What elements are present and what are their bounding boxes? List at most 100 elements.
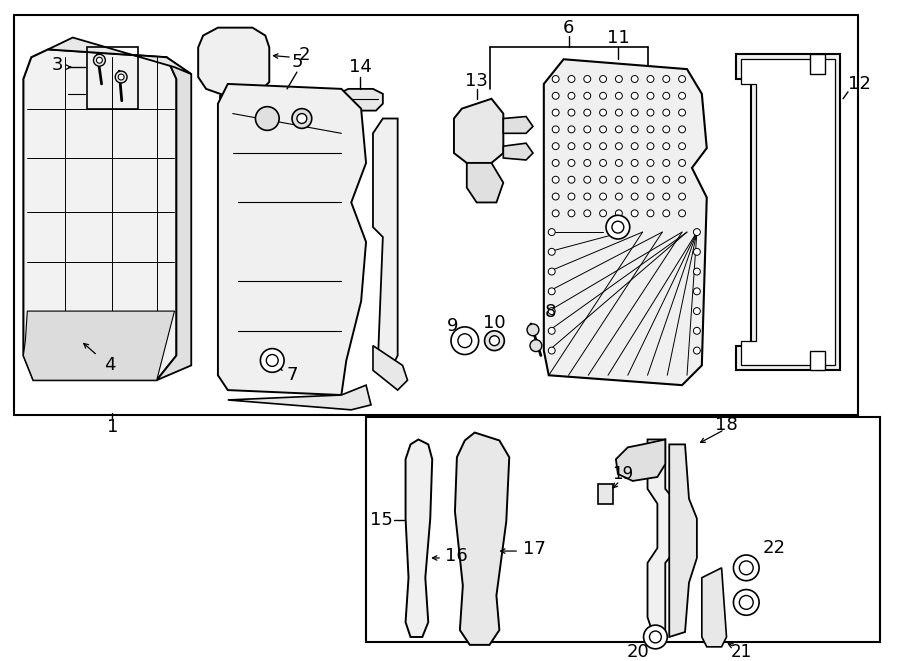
Circle shape (740, 561, 753, 575)
Circle shape (734, 555, 759, 580)
Circle shape (679, 143, 686, 149)
Circle shape (662, 176, 670, 183)
Polygon shape (736, 54, 840, 370)
Circle shape (568, 159, 575, 167)
Circle shape (490, 336, 500, 346)
Text: 7: 7 (286, 366, 298, 384)
Polygon shape (406, 440, 432, 637)
Circle shape (616, 193, 622, 200)
Circle shape (616, 126, 622, 133)
Circle shape (599, 143, 607, 149)
Circle shape (740, 596, 753, 609)
Circle shape (530, 340, 542, 352)
Circle shape (568, 126, 575, 133)
Circle shape (662, 126, 670, 133)
Circle shape (553, 126, 559, 133)
Circle shape (679, 109, 686, 116)
Circle shape (631, 176, 638, 183)
Circle shape (260, 348, 284, 372)
Circle shape (599, 109, 607, 116)
Circle shape (631, 193, 638, 200)
Circle shape (553, 210, 559, 217)
Text: 1: 1 (106, 418, 118, 436)
Text: 14: 14 (348, 58, 372, 76)
Circle shape (584, 75, 590, 83)
Circle shape (644, 625, 667, 649)
Text: 18: 18 (716, 416, 738, 434)
Polygon shape (467, 163, 503, 202)
Circle shape (266, 354, 278, 366)
Circle shape (662, 210, 670, 217)
Circle shape (599, 193, 607, 200)
Circle shape (647, 176, 654, 183)
Circle shape (599, 126, 607, 133)
Polygon shape (742, 59, 835, 366)
Circle shape (292, 108, 311, 128)
Circle shape (599, 159, 607, 167)
Text: 9: 9 (447, 317, 459, 335)
Text: 13: 13 (465, 72, 488, 90)
Circle shape (647, 210, 654, 217)
Circle shape (631, 143, 638, 149)
Text: 2: 2 (299, 46, 310, 64)
Circle shape (647, 143, 654, 149)
Polygon shape (198, 28, 269, 95)
Circle shape (548, 249, 555, 255)
Circle shape (553, 75, 559, 83)
Circle shape (679, 176, 686, 183)
Circle shape (297, 114, 307, 124)
Polygon shape (616, 440, 665, 481)
Polygon shape (23, 311, 175, 380)
Circle shape (631, 109, 638, 116)
Circle shape (734, 590, 759, 615)
Text: 16: 16 (445, 547, 467, 565)
Circle shape (647, 93, 654, 99)
Circle shape (693, 288, 700, 295)
Circle shape (553, 176, 559, 183)
Circle shape (548, 327, 555, 334)
Circle shape (584, 143, 590, 149)
Circle shape (548, 307, 555, 315)
Text: 8: 8 (545, 303, 556, 321)
Circle shape (553, 93, 559, 99)
Polygon shape (598, 484, 613, 504)
Polygon shape (503, 116, 533, 134)
Text: 21: 21 (731, 642, 752, 661)
Text: 12: 12 (849, 75, 871, 93)
Polygon shape (811, 350, 825, 370)
Circle shape (96, 58, 103, 63)
Circle shape (662, 159, 670, 167)
Polygon shape (811, 54, 825, 74)
Circle shape (584, 126, 590, 133)
Circle shape (527, 324, 539, 336)
Circle shape (548, 268, 555, 275)
Circle shape (599, 93, 607, 99)
Circle shape (548, 288, 555, 295)
Circle shape (553, 159, 559, 167)
Circle shape (584, 159, 590, 167)
Circle shape (451, 327, 479, 354)
Circle shape (616, 109, 622, 116)
Polygon shape (23, 50, 176, 380)
Circle shape (647, 193, 654, 200)
Circle shape (616, 143, 622, 149)
Text: 3: 3 (51, 56, 63, 74)
Circle shape (679, 193, 686, 200)
Text: 17: 17 (523, 540, 545, 558)
Polygon shape (647, 440, 677, 632)
Circle shape (553, 143, 559, 149)
Text: 15: 15 (371, 512, 393, 529)
Polygon shape (373, 118, 398, 375)
Circle shape (115, 71, 127, 83)
Circle shape (553, 193, 559, 200)
Circle shape (616, 93, 622, 99)
Polygon shape (373, 346, 408, 390)
Polygon shape (218, 84, 366, 395)
Circle shape (679, 93, 686, 99)
Circle shape (568, 193, 575, 200)
Circle shape (606, 215, 630, 239)
Circle shape (647, 126, 654, 133)
Circle shape (616, 210, 622, 217)
Circle shape (584, 93, 590, 99)
Text: 19: 19 (612, 465, 634, 483)
